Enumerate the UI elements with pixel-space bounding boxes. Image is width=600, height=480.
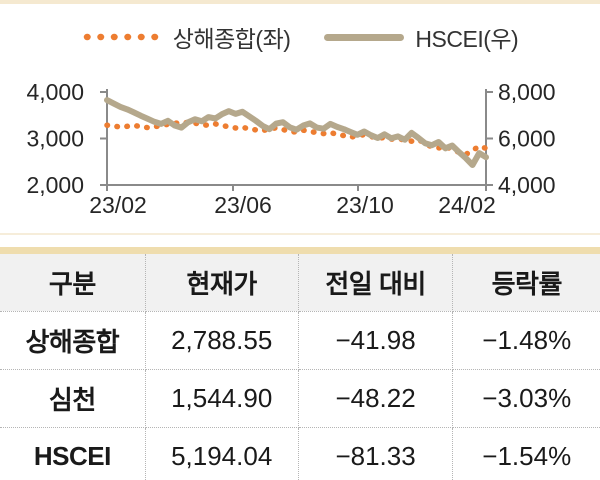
legend-item-hscei: HSCEI(우) <box>324 20 519 54</box>
x-axis-tick-label: 23/10 <box>336 192 394 218</box>
col-header-change: 전일 대비 <box>298 254 454 312</box>
table-row-shenzhen: 심천 1,544.90 −48.22 −3.03% <box>0 369 600 428</box>
table-top-thin-rule <box>0 233 600 235</box>
legend-label-shanghai: 상해종합(좌) <box>172 26 291 52</box>
cell-price: 1,544.90 <box>145 369 299 428</box>
legend-item-shanghai: 상해종합(좌) <box>82 20 291 54</box>
china-index-chart: 4,000 8,000 3,000 6,000 2,000 4,000 23/02 23/06… <box>0 57 600 229</box>
col-header-category: 구분 <box>0 254 146 312</box>
cell-change: −48.22 <box>298 369 454 428</box>
cell-change-pct: −1.48% <box>452 311 600 370</box>
cell-price: 5,194.04 <box>145 427 299 480</box>
col-header-price: 현재가 <box>145 254 299 312</box>
cell-change: −41.98 <box>298 311 454 370</box>
left-axis-tick-label: 4,000 <box>26 79 84 105</box>
table-row-shanghai: 상해종합 2,788.55 −41.98 −1.48% <box>0 311 600 370</box>
table-row-hscei: HSCEI 5,194.04 −81.33 −1.54% <box>0 427 600 480</box>
table-header-row: 구분 현재가 전일 대비 등락률 <box>0 254 600 312</box>
col-header-change-pct: 등락률 <box>452 254 600 312</box>
right-axis-tick-label: 4,000 <box>498 172 556 198</box>
cell-category: 심천 <box>0 369 146 428</box>
chart-legend: 상해종합(좌) HSCEI(우) <box>0 19 600 55</box>
left-axis-tick-label: 2,000 <box>26 172 84 198</box>
cell-change: −81.33 <box>298 427 454 480</box>
legend-label-hscei: HSCEI(우) <box>415 26 519 52</box>
cell-change-pct: −1.54% <box>452 427 600 480</box>
right-axis-tick-label: 6,000 <box>498 126 556 152</box>
dual-axis-line-chart: 4,000 8,000 3,000 6,000 2,000 4,000 23/02 23/06… <box>26 79 556 218</box>
cell-change-pct: −3.03% <box>452 369 600 428</box>
hscei-series-line <box>104 97 489 168</box>
cell-price: 2,788.55 <box>145 311 299 370</box>
left-axis-tick-label: 3,000 <box>26 126 84 152</box>
x-axis-tick-label: 24/02 <box>438 192 496 218</box>
shanghai-legend-swatch-icon <box>83 33 160 41</box>
index-table: 구분 현재가 전일 대비 등락률 상해종합 2,788.55 −41.98 −1… <box>0 254 600 480</box>
x-axis-tick-label: 23/02 <box>89 192 147 218</box>
right-axis-tick-label: 8,000 <box>498 79 556 105</box>
hscei-legend-swatch-icon <box>324 33 405 41</box>
cell-category: 상해종합 <box>0 311 146 370</box>
cell-category: HSCEI <box>0 427 146 480</box>
x-axis-tick-label: 23/06 <box>214 192 272 218</box>
table-top-accent-bar <box>0 247 600 254</box>
